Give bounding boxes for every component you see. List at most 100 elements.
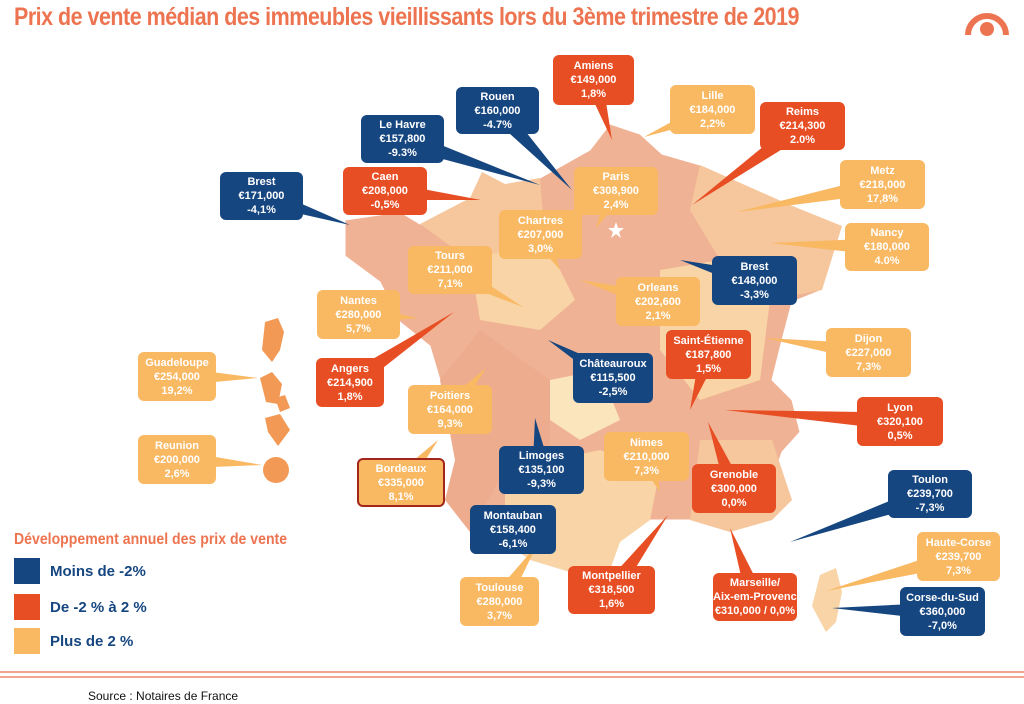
- callout-city: Toulon: [912, 474, 948, 486]
- callout-city: Haute-Corse: [925, 536, 992, 549]
- callout-price: €211,000: [427, 264, 473, 276]
- callout-city: Aix-em-Provence: [713, 591, 803, 603]
- callout-price: €280,000: [335, 308, 382, 321]
- callout-change: 3,7%: [486, 609, 513, 622]
- callout-city: Le Havre: [379, 119, 426, 131]
- callout-city: Lille: [701, 89, 724, 102]
- callout-paris: Paris €308,900 2,4%: [574, 167, 658, 215]
- callout-change: 17,8%: [866, 192, 899, 205]
- callout-city: Grenoble: [709, 468, 759, 481]
- callout-price: €360,000: [919, 605, 966, 618]
- callout-ch-teauroux: Châteauroux €115,500 -2,5%: [573, 353, 653, 403]
- callout-price: €171,000: [238, 190, 285, 202]
- callout-city: Metz: [870, 164, 895, 177]
- legend-item-moins: Moins de -2%: [14, 558, 146, 584]
- callout-price: €149,000: [570, 74, 617, 86]
- callout-grenoble: Grenoble €300,000 0,0%: [692, 464, 776, 513]
- callout-city: Nimes: [629, 436, 664, 449]
- callout-montauban: Montauban €158,400 -6,1%: [470, 505, 556, 554]
- callout-city: Toulouse: [475, 581, 524, 594]
- callout-change: 3,0%: [527, 242, 554, 255]
- callout-metz: Metz €218,000 17,8%: [840, 160, 925, 209]
- callout-change: -2,5%: [598, 386, 628, 398]
- callout-dijon: Dijon €227,000 7,3%: [826, 328, 911, 377]
- callout-change: 7,3%: [633, 464, 660, 477]
- callout-price: €135,100: [518, 464, 565, 476]
- callout-saint-tienne: Saint-Étienne €187,800 1,5%: [666, 330, 751, 379]
- callout-city: Rouen: [480, 90, 515, 103]
- island-mayotte: [265, 414, 290, 446]
- callout-price: €310,000 / 0,0%: [714, 605, 796, 617]
- callout-change: 1,6%: [598, 598, 625, 610]
- callout-price: €187,800: [685, 348, 732, 361]
- callout-city: Brest: [247, 176, 276, 188]
- callout-change: -3,3%: [740, 288, 769, 301]
- callout-change: 7,3%: [945, 564, 972, 577]
- callout-city: Lyon: [887, 401, 913, 414]
- callout-change: 5,7%: [345, 322, 372, 335]
- callout-city: Chartres: [517, 214, 564, 227]
- callout-change: 2,4%: [603, 199, 629, 211]
- callout-le-havre: Le Havre €157,800 -9.3%: [361, 115, 444, 163]
- callout-price: €115,500: [590, 372, 636, 384]
- callout-limoges: Limoges €135,100 -9,3%: [499, 446, 584, 494]
- callout-change: 7,1%: [437, 278, 463, 290]
- callout-city: Tours: [435, 250, 465, 262]
- callout-city: Angers: [331, 362, 369, 375]
- callout-city: Montpellier: [582, 570, 641, 582]
- callout-brest: Brest €171,000 -4,1%: [220, 172, 303, 220]
- notaires-logo-icon: [965, 13, 1009, 36]
- legend-label: De -2 % à 2 %: [50, 598, 147, 616]
- callout-price: €184,000: [689, 103, 736, 116]
- callout-price: €210,000: [623, 450, 670, 463]
- callout-city: Châteauroux: [579, 358, 647, 370]
- callout-change: -6,1%: [498, 537, 528, 550]
- callout-city: Saint-Étienne: [673, 334, 744, 347]
- callout-city: Guadeloupe: [145, 356, 209, 369]
- island-guyane: [262, 318, 284, 362]
- callout-city: Nantes: [340, 294, 377, 307]
- callout-city: Dijon: [854, 332, 883, 345]
- callout-change: 1,5%: [695, 362, 722, 375]
- callout-change: 2,1%: [645, 309, 671, 322]
- callout-change: -9.3%: [388, 147, 417, 159]
- callout-city: Paris: [602, 171, 630, 183]
- callout-angers: Angers €214,900 1,8%: [316, 358, 384, 407]
- callout-nimes: Nimes €210,000 7,3%: [604, 432, 689, 481]
- callout-price: €218,000: [859, 178, 906, 191]
- callout-toulon: Toulon €239,700 -7,3%: [888, 470, 972, 518]
- callout-brest: Brest €148,000 -3,3%: [712, 256, 797, 305]
- callout-city: Orleans: [637, 281, 679, 294]
- callout-change: 7,3%: [855, 360, 882, 373]
- legend-swatch-red: [14, 594, 40, 620]
- callout-city: Poitiers: [429, 389, 471, 402]
- callout-city: Caen: [371, 171, 399, 183]
- callout-chartres: Chartres €207,000 3,0%: [499, 210, 582, 259]
- callout-city: Limoges: [518, 450, 565, 462]
- callout-city: Montauban: [483, 509, 543, 522]
- callout-price: €280,000: [476, 595, 523, 608]
- callout-change: 1,8%: [580, 88, 607, 100]
- region-centre: [470, 240, 575, 330]
- callout-price: €214,900: [327, 376, 373, 389]
- callout-price: €157,800: [379, 133, 426, 145]
- callout-price: €164,000: [427, 403, 473, 416]
- callout-change: 0,5%: [887, 429, 913, 442]
- callout-change: -4.7%: [483, 118, 512, 131]
- callout-poitiers: Poitiers €164,000 9,3%: [408, 385, 492, 434]
- legend-swatch-light: [14, 628, 40, 654]
- callout-price: €300,000: [711, 482, 757, 495]
- callout-change: 4.0%: [874, 255, 900, 267]
- callout-orleans: Orleans €202,600 2,1%: [616, 277, 700, 326]
- callout-bordeaux: Bordeaux €335,000 8,1%: [357, 458, 445, 507]
- callout-price: €200,000: [154, 453, 200, 466]
- callout-city: Nancy: [870, 227, 904, 239]
- source-note: Source : Notaires de France: [88, 689, 239, 703]
- legend-label: Plus de 2 %: [50, 632, 134, 650]
- callout-price: €254,000: [154, 370, 200, 383]
- callout-change: 2,2%: [699, 117, 726, 130]
- callout-nantes: Nantes €280,000 5,7%: [317, 290, 400, 339]
- callout-price: €214,300: [779, 120, 826, 132]
- callout-city: Marseille/: [729, 577, 781, 589]
- callout-price: €320,100: [877, 415, 923, 428]
